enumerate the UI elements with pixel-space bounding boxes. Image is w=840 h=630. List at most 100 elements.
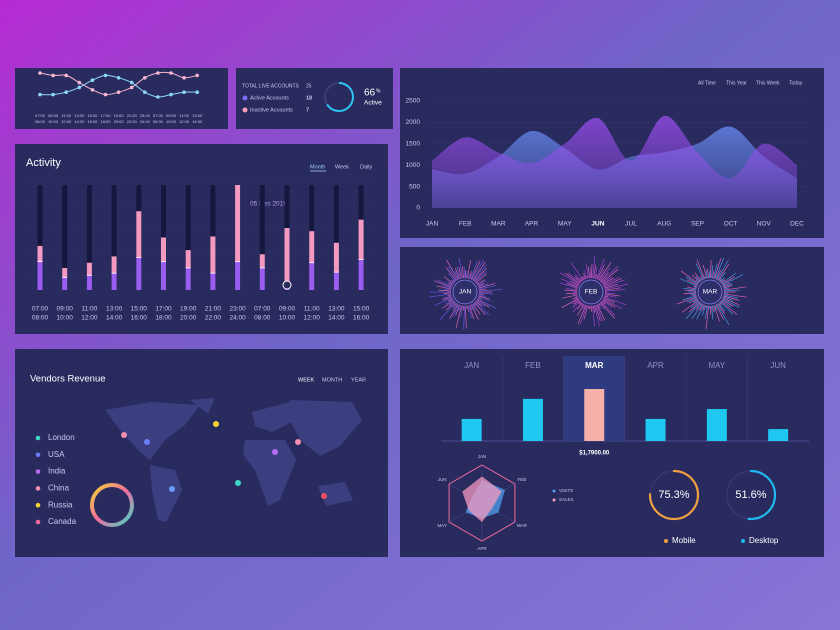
burst-ray [582,304,586,310]
tab[interactable]: YEAR [351,377,366,383]
burst-ray [717,263,730,281]
burst-ray [712,305,714,313]
burst-ray [565,273,580,285]
legend-marker [552,489,556,493]
tab[interactable]: MONTH [322,377,342,383]
burst-ray [577,303,585,316]
burst-ray [686,279,698,286]
pin[interactable] [169,486,175,492]
point [64,73,68,78]
point [195,90,199,94]
x-tick-label: 15:00 [87,113,98,118]
burst-ray [593,264,597,279]
bar[interactable] [584,389,605,441]
burst-ray [722,282,731,287]
continent [150,465,182,522]
burst-ray [723,283,733,288]
account-label: Inactive Accounts [250,107,293,113]
burst-ray [720,279,725,284]
continent [318,482,353,506]
burst-ray [604,295,609,298]
x-tick-label: 23:00 [229,306,246,313]
tab[interactable]: Month [310,164,325,170]
burst-ray [689,298,698,304]
burst-ray [600,272,609,282]
x-tick-label: 16:00 [131,315,148,322]
continent [252,402,300,432]
pin[interactable] [213,421,219,427]
burst-ray [476,282,479,285]
burst-ray [705,305,709,329]
burst-ray [688,301,701,313]
pin[interactable] [321,493,327,499]
bar-segment [37,261,43,290]
tab[interactable]: All Time [698,80,716,86]
pin[interactable] [272,449,278,455]
burst-ray [573,293,578,295]
burst-ray [442,295,452,299]
point [103,73,108,78]
legend-label: China [48,484,69,493]
tab[interactable]: Daily [360,164,372,170]
burst-ray [567,272,581,284]
burst-ray [452,303,458,311]
bar[interactable] [706,409,727,441]
bar[interactable] [645,418,666,441]
y-tick-label: 1500 [406,141,421,148]
bar-segment [62,267,68,278]
tab[interactable]: This Week [756,80,780,86]
burst-ray [723,294,738,299]
bar-segment [358,219,364,260]
burst-ray [592,256,596,279]
pin[interactable] [121,432,127,438]
pin[interactable] [295,439,301,445]
burst-ray [714,304,718,311]
selected-handle[interactable] [282,280,292,290]
legend-label: London [48,433,75,442]
burst-core[interactable] [452,279,478,305]
burst-ray [712,271,715,279]
point [77,80,82,85]
bar-segment [284,228,290,285]
burst-core[interactable] [697,279,723,305]
burst-ray [448,300,455,306]
burst-ray [686,297,698,303]
x-tick-label: FEB [525,361,541,370]
burst-ray [705,305,707,309]
burst-ray [572,296,578,300]
x-tick-label: OCT [724,221,738,228]
burst-ray [471,303,476,311]
burst-ray [602,299,616,308]
burst-ray [695,302,702,311]
pin[interactable] [144,439,150,445]
bar[interactable] [522,398,543,441]
point [156,95,160,99]
bar-segment [235,185,241,262]
burst-ray [700,275,704,281]
burst-ray [477,283,485,287]
bar[interactable] [461,418,482,441]
tab[interactable]: This Year [726,80,747,86]
burst-ray [460,305,463,318]
donut-label: 51.6% [735,489,766,501]
burst-ray [682,295,697,301]
burst-ray [604,283,619,289]
tab[interactable]: WEEK [298,377,315,383]
bar[interactable] [768,429,789,441]
tab[interactable]: Today [789,80,803,86]
x-tick-label: 18:00 [100,119,111,124]
burst-ray [466,270,468,279]
continent [290,400,362,456]
burst-ray [718,272,726,282]
burst-ray [696,259,706,280]
burst-ray [473,302,477,307]
burst-ray [573,297,579,301]
map-pins [121,421,327,499]
burst-core[interactable] [578,279,604,305]
burst-ray [700,277,703,281]
burst-ray [595,258,605,280]
pin[interactable] [235,480,241,486]
burst-ray [705,270,708,279]
point [169,92,173,97]
tab[interactable]: Week [335,164,349,170]
